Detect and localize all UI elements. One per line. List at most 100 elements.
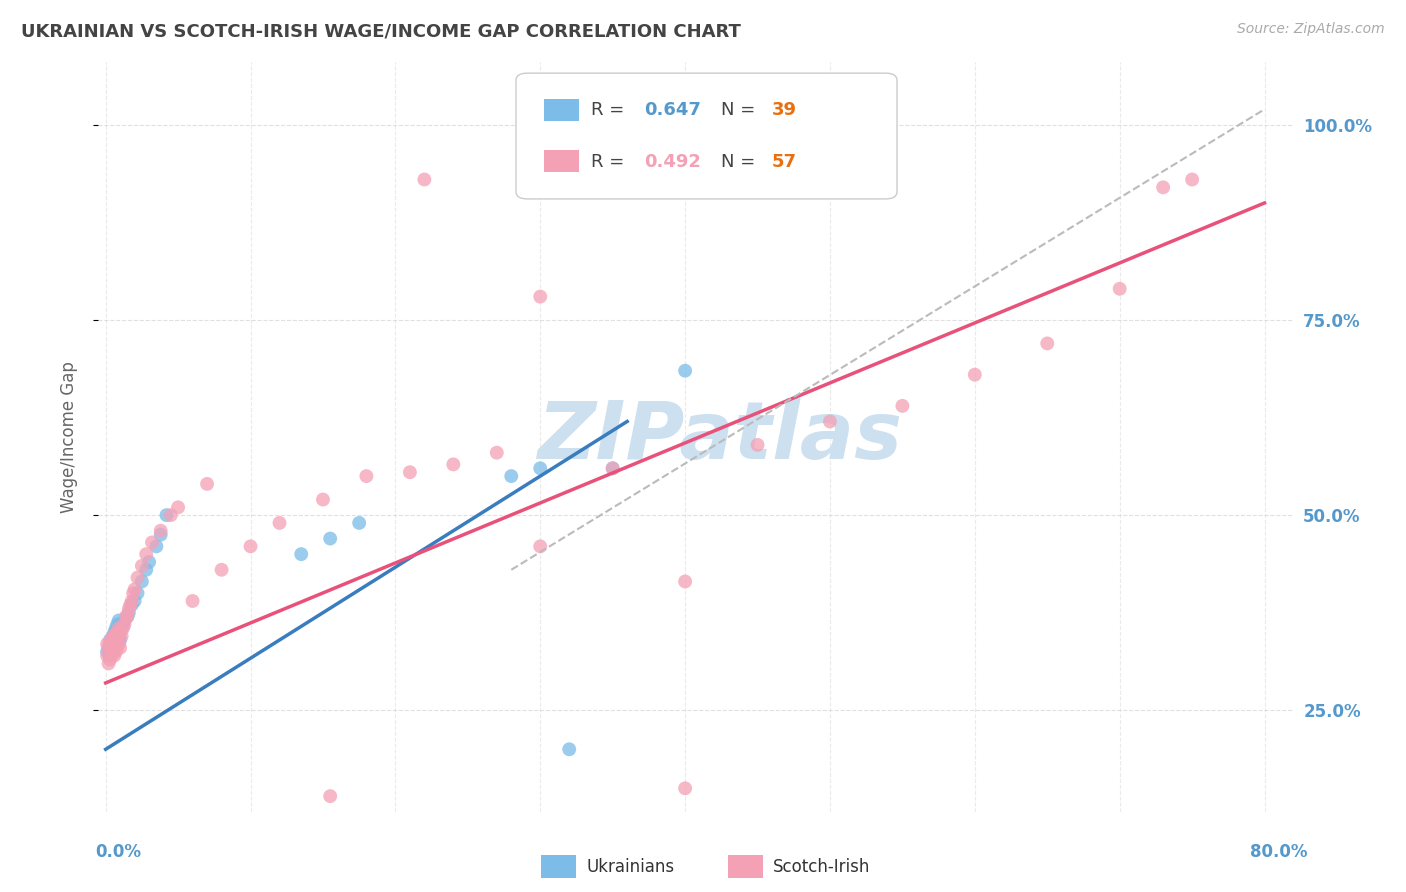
Y-axis label: Wage/Income Gap: Wage/Income Gap [59, 361, 77, 513]
Point [112, 621, 135, 635]
Point [98, 633, 121, 648]
Point [747, 438, 769, 452]
Point [100, 637, 122, 651]
Point [101, 629, 124, 643]
Point [107, 637, 129, 651]
Point [138, 555, 160, 569]
Point [105, 617, 128, 632]
Point [485, 446, 508, 460]
Point [97, 640, 120, 655]
Point [963, 368, 986, 382]
Point [1108, 282, 1130, 296]
Text: Source: ZipAtlas.com: Source: ZipAtlas.com [1237, 22, 1385, 37]
Point [107, 621, 129, 635]
Point [673, 781, 696, 796]
Point [127, 586, 149, 600]
Text: 0.0%: 0.0% [96, 843, 142, 861]
Point [441, 458, 464, 472]
Point [105, 625, 128, 640]
Point [98, 637, 121, 651]
Point [1152, 180, 1174, 194]
Point [167, 500, 190, 515]
Point [103, 648, 125, 663]
Point [501, 469, 523, 483]
Point [98, 648, 121, 663]
Text: 80.0%: 80.0% [1250, 843, 1308, 861]
Point [103, 625, 125, 640]
Text: 39: 39 [772, 102, 797, 120]
Point [101, 645, 124, 659]
Point [1036, 336, 1059, 351]
Text: Ukrainians: Ukrainians [586, 858, 675, 876]
Point [319, 789, 342, 804]
Point [110, 621, 132, 635]
Point [413, 172, 436, 186]
Point [312, 492, 335, 507]
Point [529, 289, 551, 303]
Point [131, 558, 153, 573]
Point [602, 461, 624, 475]
Point [104, 645, 127, 659]
Text: N =: N = [721, 153, 761, 170]
Point [1181, 172, 1204, 186]
Point [145, 539, 167, 553]
Point [115, 609, 138, 624]
Point [108, 625, 131, 640]
Point [160, 508, 183, 523]
Point [181, 594, 204, 608]
Point [117, 609, 139, 624]
Point [96, 648, 118, 663]
Point [110, 629, 132, 643]
Point [269, 516, 291, 530]
Point [104, 637, 127, 651]
Point [356, 469, 378, 483]
Text: R =: R = [591, 153, 630, 170]
Point [891, 399, 914, 413]
Point [108, 617, 131, 632]
Point [101, 629, 124, 643]
Point [98, 652, 121, 666]
Point [107, 629, 129, 643]
Point [114, 614, 136, 628]
Text: Scotch-Irish: Scotch-Irish [773, 858, 870, 876]
Point [149, 527, 172, 541]
Point [97, 657, 120, 671]
Point [149, 524, 172, 538]
Point [141, 535, 163, 549]
Point [118, 601, 141, 615]
Point [108, 633, 131, 648]
Text: R =: R = [591, 102, 630, 120]
Point [114, 617, 136, 632]
Point [124, 594, 146, 608]
Point [122, 586, 145, 600]
Point [104, 629, 127, 643]
Text: 0.647: 0.647 [644, 102, 700, 120]
Point [673, 364, 696, 378]
Point [127, 571, 149, 585]
Point [103, 640, 125, 655]
Point [529, 539, 551, 553]
Point [117, 609, 139, 624]
Point [135, 563, 157, 577]
Point [558, 742, 581, 756]
Point [211, 563, 233, 577]
Point [121, 598, 143, 612]
Text: 0.492: 0.492 [644, 153, 700, 170]
Point [100, 633, 122, 648]
Point [104, 621, 127, 635]
Point [105, 640, 128, 655]
Point [107, 614, 129, 628]
Text: 57: 57 [772, 153, 797, 170]
Point [290, 547, 312, 561]
Point [112, 617, 135, 632]
Point [529, 461, 551, 475]
Point [96, 645, 118, 659]
Point [399, 465, 422, 479]
Text: ZIPatlas: ZIPatlas [537, 398, 903, 476]
Point [195, 476, 218, 491]
Point [239, 539, 262, 553]
Point [602, 461, 624, 475]
Point [673, 574, 696, 589]
Point [120, 598, 142, 612]
Text: N =: N = [721, 102, 761, 120]
